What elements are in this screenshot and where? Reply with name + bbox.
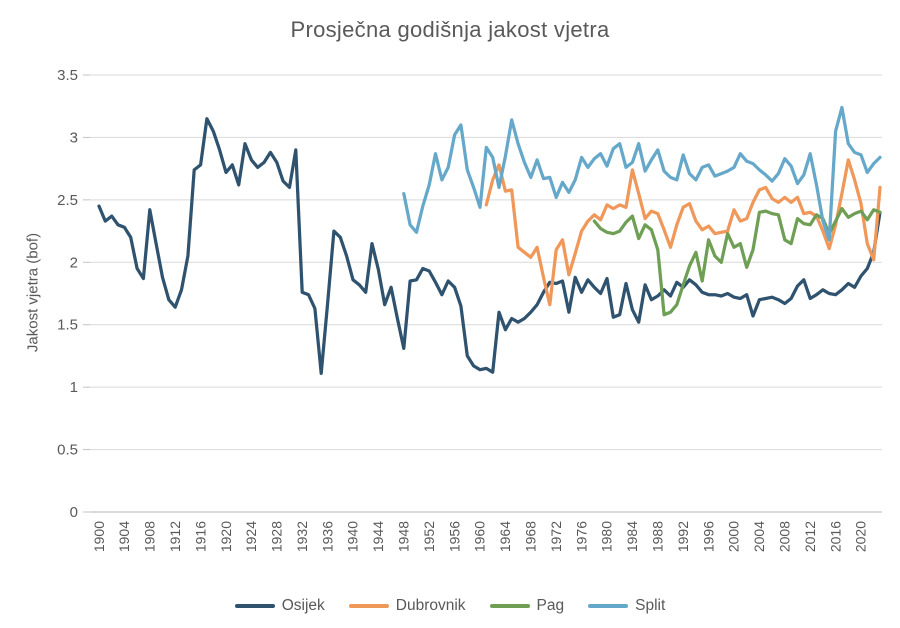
legend-item-pag: Pag — [489, 597, 565, 615]
y-tick-label: 1 — [70, 379, 78, 396]
x-tick-label: 2004 — [751, 521, 767, 552]
legend-line-swatch — [348, 603, 389, 609]
y-tick-label: 0 — [70, 504, 78, 521]
legend-line-swatch — [234, 603, 275, 609]
x-tick-label: 1996 — [700, 521, 716, 552]
series-line-pag — [592, 206, 882, 317]
x-tick-label: 1992 — [675, 521, 691, 552]
y-tick-label: 3 — [70, 129, 78, 146]
x-tick-label: 1960 — [472, 521, 488, 552]
legend-line-swatch — [588, 603, 629, 609]
x-tick-label: 2008 — [777, 521, 793, 552]
x-tick-label: 1916 — [192, 521, 208, 552]
legend-item-osijek: Osijek — [234, 597, 325, 615]
x-tick-label: 1952 — [421, 521, 437, 552]
y-tick-label: 3.5 — [57, 67, 78, 84]
series-line-dubrovnik — [484, 158, 882, 307]
legend-label: Pag — [536, 597, 565, 614]
chart-legend: Osijek Dubrovnik Pag Split — [0, 597, 900, 615]
x-tick-label: 1900 — [91, 521, 107, 552]
x-tick-label: 1928 — [269, 521, 285, 552]
x-tick-label: 1944 — [370, 521, 386, 552]
legend-label: Osijek — [281, 597, 325, 614]
x-tick-label: 2020 — [853, 521, 869, 552]
legend-line-swatch — [489, 603, 530, 609]
y-tick-label: 0.5 — [57, 442, 78, 459]
x-tick-label: 1940 — [345, 521, 361, 552]
x-tick-label: 1932 — [294, 521, 310, 552]
x-tick-label: 1964 — [497, 521, 513, 552]
legend-item-split: Split — [588, 597, 665, 615]
x-tick-label: 1936 — [319, 521, 335, 552]
y-tick-label: 2.5 — [57, 192, 78, 209]
legend-label: Dubrovnik — [395, 597, 466, 614]
y-tick-label: 2 — [70, 254, 78, 271]
x-tick-label: 1904 — [116, 521, 132, 552]
series-line-osijek — [97, 117, 882, 376]
x-tick-label: 1972 — [548, 521, 564, 552]
x-tick-label: 1976 — [573, 521, 589, 552]
chart-title: Prosječna godišnja jakost vjetra — [290, 17, 610, 42]
x-axis-tick-labels: 1900 1904 1908 1912 1916 1920 1924 1928 1932 1936… — [91, 521, 869, 552]
x-tick-label: 1912 — [167, 521, 183, 552]
x-tick-label: 1956 — [446, 521, 462, 552]
x-tick-label: 1908 — [142, 521, 158, 552]
legend-label: Split — [635, 597, 666, 614]
x-tick-label: 2000 — [726, 521, 742, 552]
x-tick-label: 2012 — [802, 521, 818, 552]
x-tick-label: 1980 — [599, 521, 615, 552]
x-tick-label: 1968 — [523, 521, 539, 552]
y-axis-ticks — [83, 74, 90, 513]
x-tick-label: 1988 — [650, 521, 666, 552]
x-tick-label: 1924 — [243, 521, 259, 552]
x-tick-label: 1984 — [624, 521, 640, 552]
y-tick-label: 1.5 — [57, 317, 78, 334]
x-tick-label: 1920 — [218, 521, 234, 552]
series-line-split — [402, 105, 882, 242]
x-tick-label: 2016 — [827, 521, 843, 552]
x-tick-label: 1948 — [396, 521, 412, 552]
gridlines — [90, 74, 882, 451]
legend-item-dubrovnik: Dubrovnik — [348, 597, 466, 615]
y-axis-tick-labels: 0 0.5 1 1.5 2 2.5 3 3.5 — [57, 67, 78, 521]
